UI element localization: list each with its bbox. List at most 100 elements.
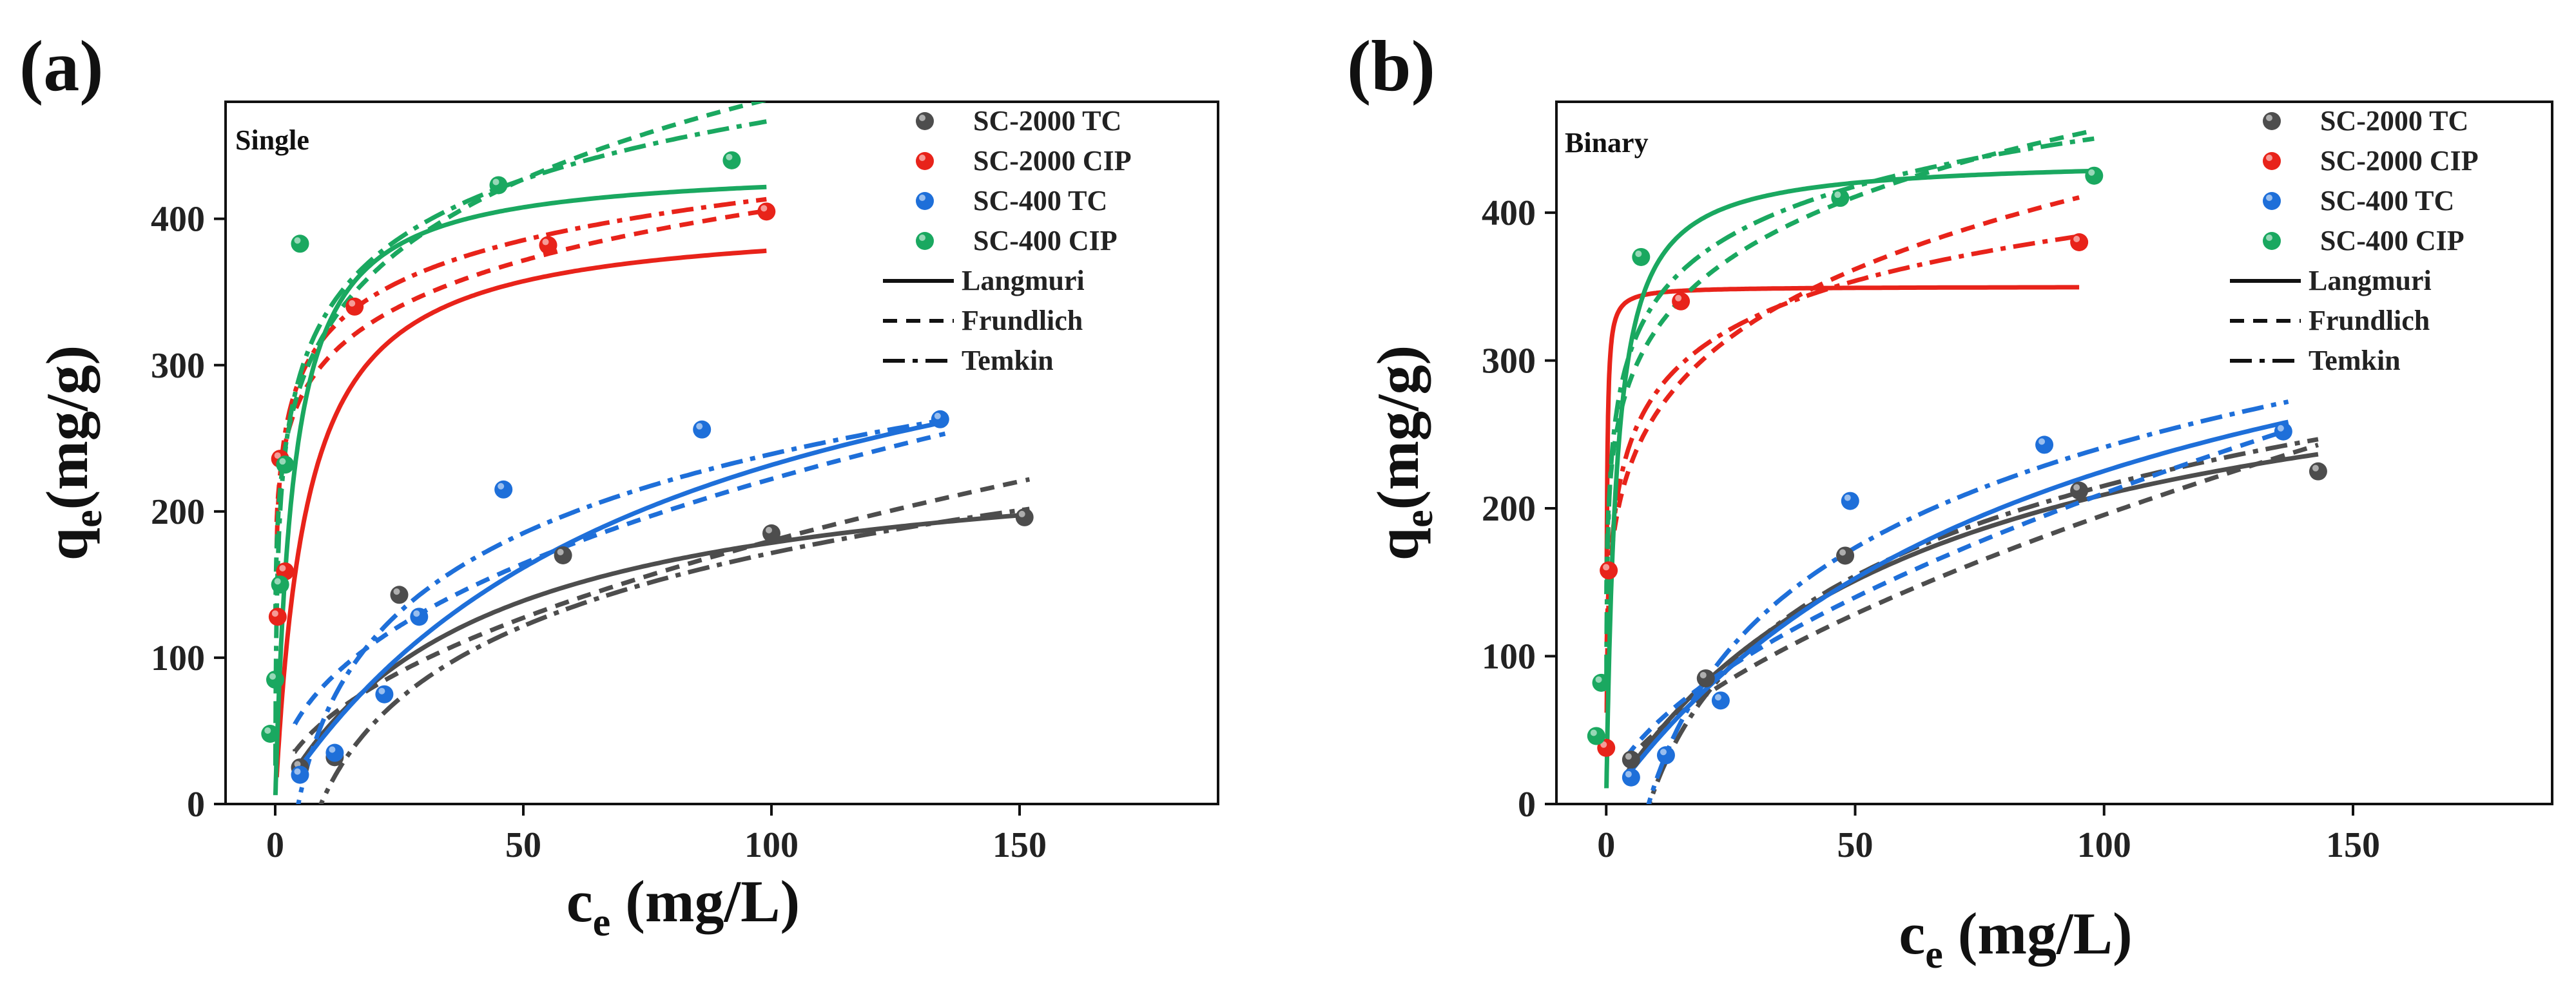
data-point-highlight [1660, 749, 1667, 756]
data-point-highlight [492, 178, 499, 186]
legend-label: SC-2000 TC [973, 105, 1121, 137]
data-point [2085, 166, 2104, 185]
data-point-highlight [1834, 191, 1841, 198]
legend-label: SC-400 TC [2320, 185, 2454, 216]
legend-marker [916, 232, 934, 250]
data-point-highlight [264, 727, 271, 734]
legend-label: SC-2000 TC [2320, 105, 2468, 137]
legend-marker [2263, 232, 2281, 250]
fit-curve-langmuir [1623, 419, 2289, 779]
plot-frame [1555, 101, 2553, 805]
data-point [1836, 546, 1855, 565]
inset-label: Single [235, 124, 309, 156]
data-point [410, 608, 429, 626]
data-point-highlight [1700, 671, 1707, 678]
data-point [2274, 422, 2292, 441]
data-point [2309, 462, 2327, 481]
data-point-highlight [378, 687, 385, 694]
data-point-highlight [274, 452, 281, 459]
y-tick-label: 400 [151, 200, 205, 240]
x-tick-label: 0 [1597, 825, 1615, 865]
data-point [757, 202, 776, 221]
data-point [325, 743, 344, 762]
data-point [1622, 768, 1640, 787]
x-tick-label: 0 [266, 825, 284, 865]
legend-label: SC-2000 CIP [973, 145, 1132, 177]
data-point [2070, 233, 2089, 251]
data-point-highlight [269, 673, 276, 680]
data-point-highlight [274, 578, 281, 585]
data-point [375, 685, 394, 704]
data-point [494, 480, 513, 499]
legend-marker [916, 192, 934, 210]
fit-curve-temkin [318, 506, 1030, 804]
fit-curve-temkin [1604, 136, 2095, 677]
data-point [1696, 669, 1715, 687]
data-point-highlight [279, 564, 286, 571]
data-point [345, 297, 364, 316]
data-point [489, 176, 508, 195]
data-point [276, 455, 295, 474]
x-axis-title: ce (mg/L) [1899, 901, 2132, 977]
fit-curve-freundlich [293, 431, 946, 725]
y-tick-label: 0 [187, 785, 205, 825]
data-point-highlight [934, 412, 941, 419]
data-point-highlight [766, 526, 772, 533]
fit-curve-langmuir [1604, 168, 2095, 789]
legend-label: SC-400 TC [973, 185, 1107, 216]
fit-curve-langmuir [1604, 285, 2080, 574]
data-point [1622, 751, 1640, 769]
y-tick-label: 400 [1482, 193, 1536, 233]
fit-curve-langmuir [274, 248, 767, 778]
x-tick-label: 150 [993, 825, 1047, 865]
data-point [1015, 508, 1034, 526]
y-tick-label: 200 [1482, 489, 1536, 529]
fit-curve-langmuir [293, 512, 1030, 772]
fit-curve-freundlich [1623, 428, 2289, 759]
data-point [261, 725, 280, 743]
data-point-highlight [696, 423, 703, 430]
data-point-highlight [413, 610, 420, 617]
legend-marker-highlight [2266, 155, 2272, 161]
data-point [693, 420, 712, 439]
data-point [1711, 691, 1730, 710]
x-tick-label: 50 [1837, 825, 1874, 865]
legend-marker-highlight [2266, 195, 2272, 201]
data-point [268, 608, 287, 626]
y-axis-title: qe(mg/g) [34, 345, 110, 560]
data-point-highlight [279, 458, 286, 465]
legend-label: SC-400 CIP [2320, 225, 2465, 256]
legend-label: Langmuri [2309, 265, 2432, 296]
x-tick-label: 50 [505, 825, 541, 865]
data-point-highlight [1839, 549, 1846, 556]
fit-curve-freundlich [1604, 128, 2095, 595]
data-point [762, 524, 780, 542]
legend-marker [916, 112, 934, 130]
data-point-highlight [557, 548, 564, 555]
data-point [390, 586, 409, 604]
panel-label: (b) [1347, 26, 1435, 106]
legend-label: Frundlich [962, 305, 1083, 336]
y-tick-label: 300 [1482, 341, 1536, 381]
data-point [271, 575, 289, 594]
legend-marker [2263, 152, 2281, 170]
chart-panel-b: (b) 0 50 100 150 0 100 200 300 400 ce (mg/L) qe(mg/… [1347, 26, 2553, 977]
data-point-highlight [393, 588, 400, 595]
data-point-highlight [1675, 294, 1682, 302]
legend-marker-highlight [2266, 115, 2272, 121]
data-point-highlight [760, 205, 768, 212]
fit-curve-temkin [1604, 234, 2080, 713]
data-point [2035, 436, 2054, 454]
panel-label: (a) [19, 26, 104, 106]
legend-marker-highlight [919, 195, 925, 201]
legend-marker-highlight [919, 115, 925, 121]
legend-marker-highlight [2266, 235, 2272, 241]
x-tick-label: 100 [2077, 825, 2131, 865]
fit-curve-temkin [1647, 437, 2319, 804]
fit-curve-temkin [273, 119, 767, 766]
fit-curve-temkin [1646, 399, 2289, 804]
legend-marker-highlight [919, 235, 925, 241]
data-point-highlight [1595, 676, 1602, 683]
legend-label: SC-2000 CIP [2320, 145, 2479, 177]
data-point-highlight [329, 746, 336, 753]
